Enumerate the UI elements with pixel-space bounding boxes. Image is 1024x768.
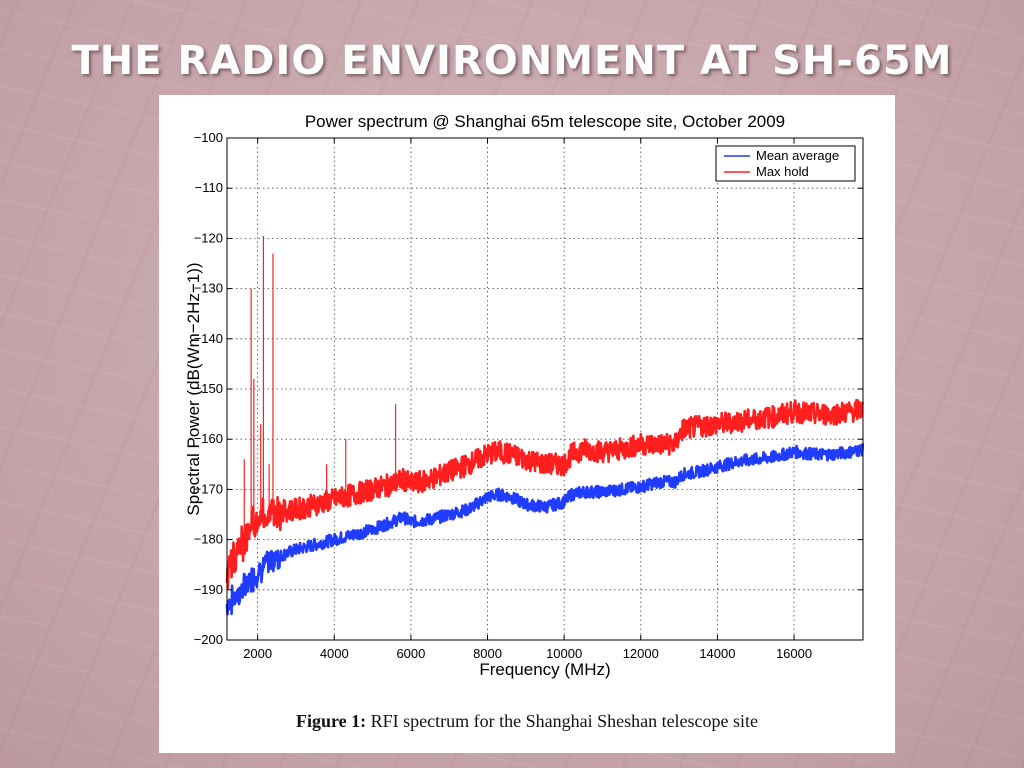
y-tick-label: −130 bbox=[194, 281, 223, 296]
legend-box bbox=[715, 145, 856, 182]
y-tick-label: −200 bbox=[194, 632, 223, 647]
x-tick-label: 16000 bbox=[776, 646, 812, 661]
x-tick-label: 10000 bbox=[546, 646, 582, 661]
figure-caption: Figure 1: RFI spectrum for the Shanghai … bbox=[159, 711, 895, 732]
series-line-max-hold bbox=[225, 398, 865, 589]
figure-panel: 2000 4000 6000 8000 10000 12000 14000 16000 −100… bbox=[159, 95, 895, 753]
x-tick-label: 6000 bbox=[396, 646, 425, 661]
slide-title: THE RADIO ENVIRONMENT AT SH-65M bbox=[71, 38, 953, 84]
series-line-mean-average bbox=[225, 443, 865, 616]
x-tick-label: 12000 bbox=[623, 646, 659, 661]
y-tick-label: −100 bbox=[194, 130, 223, 145]
y-tick-label: −190 bbox=[194, 582, 223, 597]
x-tick-label: 8000 bbox=[473, 646, 502, 661]
legend-label: Max hold bbox=[756, 164, 809, 179]
chart-title: Power spectrum @ Shanghai 65m telescope … bbox=[305, 112, 785, 131]
y-axis-label: Spectral Power (dB(Wm−2Hz−1)) bbox=[184, 262, 203, 515]
x-tick-label: 14000 bbox=[699, 646, 735, 661]
y-tick-label: −150 bbox=[194, 381, 223, 396]
x-tick-label: 4000 bbox=[320, 646, 349, 661]
y-tick-label: −120 bbox=[194, 230, 223, 245]
x-tick-label: 2000 bbox=[243, 646, 272, 661]
rfi-power-spectrum-chart: 2000 4000 6000 8000 10000 12000 14000 16000 −100… bbox=[184, 112, 865, 679]
y-tick-label: −160 bbox=[194, 431, 223, 446]
legend-label: Mean average bbox=[756, 148, 839, 163]
y-tick-label: −170 bbox=[194, 481, 223, 496]
x-axis-label: Frequency (MHz) bbox=[479, 660, 610, 679]
y-tick-label: −110 bbox=[195, 180, 223, 195]
caption-label: Figure 1: bbox=[295, 711, 367, 731]
caption-text: RFI spectrum for the Shanghai Sheshan te… bbox=[370, 711, 759, 731]
y-tick-label: −140 bbox=[194, 331, 223, 346]
y-tick-label: −180 bbox=[194, 532, 223, 547]
